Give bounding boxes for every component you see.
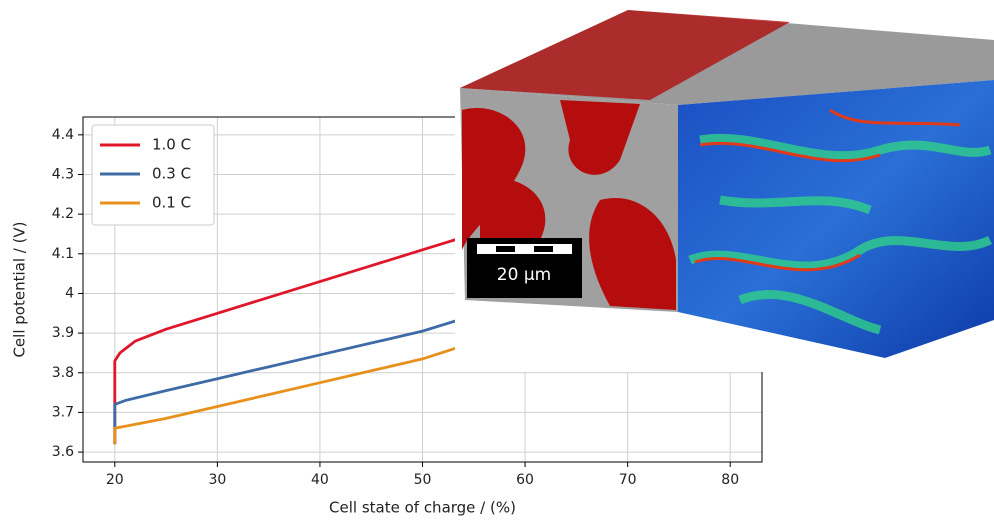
x-tick-label: 50 xyxy=(414,472,432,488)
box-top-red xyxy=(460,10,790,100)
legend-label: 1.0 C xyxy=(152,136,191,154)
x-tick-label: 20 xyxy=(106,472,124,488)
legend-frame xyxy=(91,124,215,226)
legend-label: 0.1 C xyxy=(152,194,191,212)
y-tick-label: 3.7 xyxy=(52,404,74,420)
y-tick-label: 3.9 xyxy=(52,325,74,341)
green-phase xyxy=(688,133,993,335)
x-tick-label: 60 xyxy=(516,472,534,488)
scale-bar-segment xyxy=(496,246,515,252)
y-tick-label: 3.8 xyxy=(52,365,74,381)
y-tick-label: 3.6 xyxy=(52,444,74,460)
x-tick-label: 40 xyxy=(311,472,329,488)
x-tick-label: 80 xyxy=(721,472,739,488)
y-tick-label: 4.1 xyxy=(52,246,74,262)
x-tick-label: 70 xyxy=(619,472,637,488)
y-axis-label: Cell potential / (V) xyxy=(11,221,29,357)
red-streak xyxy=(694,108,961,272)
red-phase xyxy=(462,100,676,310)
scale-bar-label: 20 µm xyxy=(497,265,551,285)
x-tick-label: 30 xyxy=(208,472,226,488)
legend-label: 0.3 C xyxy=(152,165,191,183)
scale-bar xyxy=(477,244,572,254)
y-tick-label: 4.4 xyxy=(52,127,74,143)
y-tick-label: 4 xyxy=(65,285,74,301)
line xyxy=(113,216,526,445)
y-tick-label: 4.2 xyxy=(52,206,74,222)
chart: 3.6 3.7 3.8 3.9 4 4.1 4.2 4.3 4.4 20 30 40 50 60 70 80 C… xyxy=(11,116,763,517)
microstructure-render: 20 µm xyxy=(455,0,994,372)
x-axis-label: Cell state of charge / (%) xyxy=(329,499,516,517)
scale-bar-segment xyxy=(534,246,553,252)
y-tick-label: 4.3 xyxy=(52,167,74,183)
